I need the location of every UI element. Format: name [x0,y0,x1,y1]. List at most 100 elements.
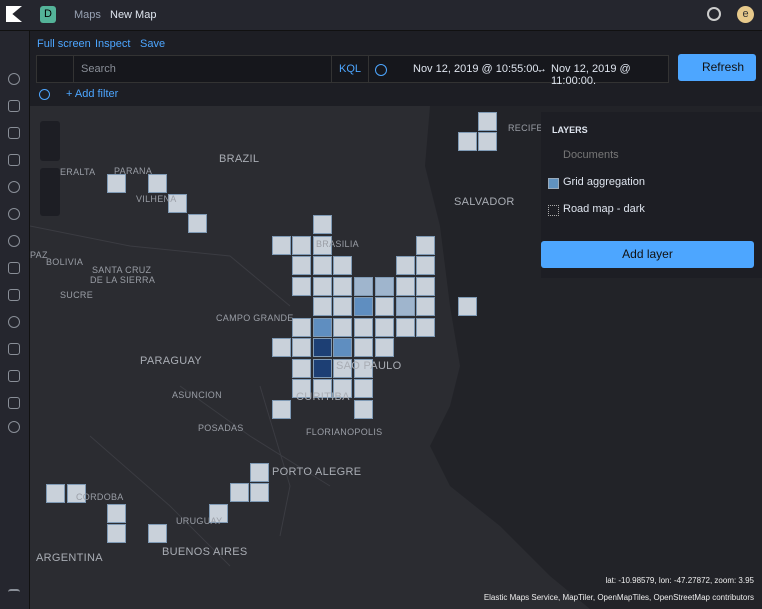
grid-cell [354,318,373,337]
header: D Maps New Map e [0,0,762,31]
borders [30,225,331,567]
nav-icon[interactable] [8,154,20,166]
grid-cell [292,236,311,255]
nav-icon[interactable] [8,370,20,382]
map-tools[interactable] [40,168,60,216]
nav-icon[interactable] [8,127,20,139]
grid-cell [292,359,311,378]
grid-cell [148,174,167,193]
nav-icon[interactable] [8,100,20,112]
grid-cell [107,174,126,193]
grid-cell [333,318,352,337]
layers-panel: LAYERS Documents Grid aggregation Road m… [541,112,762,278]
attribution: Elastic Maps Service, MapTiler, OpenMapT… [483,593,754,602]
map-label: BOLIVIA [46,257,84,267]
map-label: CORDOBA [76,492,124,502]
grid-cell [313,297,332,316]
date-arrow: → [536,63,547,75]
grid-cell [458,297,477,316]
grid-cell [188,214,207,233]
grid-cell [354,277,373,296]
grid-cell [333,379,352,398]
nav-icon[interactable] [8,181,20,193]
map-label: VILHENA [136,194,177,204]
help-icon[interactable] [707,7,721,21]
grid-cell [375,277,394,296]
map-label: POSADAS [198,423,244,433]
search-input[interactable]: Search [81,63,116,75]
collapse-nav[interactable] [8,589,20,601]
map-label: CAMPO GRANDE [216,313,294,323]
grid-cell [107,504,126,523]
start-date[interactable]: Nov 12, 2019 @ 10:55:00. [413,63,542,75]
grid-cell [333,359,352,378]
map-label: SUCRE [60,290,94,300]
map-label: ASUNCION [172,390,222,400]
grid-cell [46,484,65,503]
add-layer-button[interactable]: Add layer [541,241,754,268]
grid-cell [209,504,228,523]
end-date[interactable]: Nov 12, 2019 @ 11:00:00. [551,63,631,87]
grid-cell [458,132,477,151]
map-label: PAZ [30,250,48,260]
coordinates: lat: -10.98579, lon: -47.27872, zoom: 3.… [605,576,754,585]
nav-icon[interactable] [8,421,20,433]
map-label: PARAGUAY [140,355,202,367]
grid-cell [292,338,311,357]
layer-item[interactable]: Grid aggregation [563,176,645,188]
layer-item[interactable]: Road map - dark [563,203,645,215]
grid-cell [292,318,311,337]
breadcrumb: New Map [110,9,157,21]
grid-cell [354,297,373,316]
map-label: SALVADOR [454,196,515,208]
map-label: DE LA SIERRA [90,275,156,285]
grid-cell [375,318,394,337]
nav-icon[interactable] [8,262,20,274]
nav-icon[interactable] [8,208,20,220]
breadcrumb[interactable]: Maps [74,9,101,21]
grid-cell [250,483,269,502]
logo[interactable] [6,6,22,22]
grid-cell [292,277,311,296]
grid-cell [354,338,373,357]
grid-cell [396,318,415,337]
layer-swatch [548,178,559,189]
zoom-controls[interactable] [40,121,60,161]
nav-link[interactable]: Inspect [95,38,131,50]
grid-cell [396,277,415,296]
nav-icon[interactable] [8,235,20,247]
grid-cell [313,318,332,337]
nav-link[interactable]: Full screen [37,38,91,50]
nav-icon[interactable] [8,316,20,328]
grid-cell [313,236,332,255]
grid-cell [272,338,291,357]
nav-icon[interactable] [8,397,20,409]
nav-icon[interactable] [8,73,20,85]
add-filter[interactable]: + Add filter [66,88,119,100]
space-avatar[interactable]: D [40,6,56,23]
map-label: ERALTA [60,167,96,177]
grid-cell [478,132,497,151]
grid-cell [333,338,352,357]
grid-cell [416,318,435,337]
layer-item[interactable]: Documents [563,149,619,161]
grid-cell [396,256,415,275]
refresh-button[interactable]: Refresh [678,54,756,81]
date-quick-menu[interactable] [375,64,387,76]
grid-cell [354,379,373,398]
nav-icon[interactable] [8,289,20,301]
filter-icon[interactable] [39,89,50,100]
nav-icon[interactable] [8,343,20,355]
language-toggle[interactable]: KQL [331,56,369,82]
grid-cell [313,277,332,296]
grid-cell [292,256,311,275]
grid-cell [250,463,269,482]
grid-cell [416,297,435,316]
grid-cell [354,400,373,419]
user-avatar[interactable]: e [737,6,754,23]
nav-link[interactable]: Save [140,38,166,50]
saved-query-button[interactable] [37,56,74,82]
grid-cell [272,236,291,255]
panel-title: LAYERS [552,125,588,135]
